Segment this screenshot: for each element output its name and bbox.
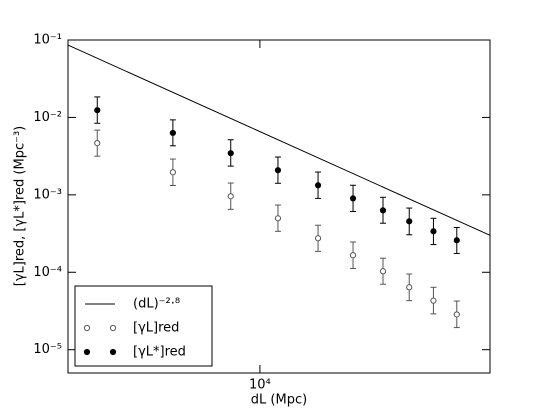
data-point bbox=[169, 129, 176, 137]
data-point bbox=[94, 107, 101, 114]
data-point bbox=[349, 195, 357, 202]
y-tick-label: 10⁻² bbox=[33, 110, 62, 125]
data-point bbox=[430, 228, 437, 235]
data-point bbox=[349, 252, 357, 259]
data-point bbox=[274, 167, 282, 174]
data-point bbox=[274, 215, 282, 222]
trend-line bbox=[67, 44, 491, 236]
plot-frame bbox=[67, 39, 491, 374]
x-tick-label: 10⁴ bbox=[249, 378, 271, 393]
legend-marker bbox=[109, 348, 117, 356]
data-point bbox=[227, 150, 234, 157]
y-tick-label: 10⁻⁴ bbox=[33, 265, 62, 280]
data-point bbox=[94, 139, 101, 147]
y-tick-label: 10⁻¹ bbox=[33, 33, 62, 48]
data-point bbox=[314, 235, 322, 242]
data-point bbox=[169, 169, 176, 176]
data-point bbox=[453, 311, 460, 318]
legend-label: [γL*]red bbox=[133, 345, 186, 360]
data-point bbox=[227, 193, 234, 200]
data-point bbox=[314, 182, 322, 189]
y-axis-label: [γL]red, [γL*]red (Mpc⁻³) bbox=[13, 126, 28, 287]
data-point bbox=[379, 268, 387, 275]
y-tick-label: 10⁻³ bbox=[33, 187, 62, 202]
legend-marker bbox=[83, 324, 91, 332]
legend-box bbox=[74, 285, 213, 367]
legend-label: (dL)⁻²·⁸ bbox=[133, 297, 180, 312]
data-point bbox=[379, 207, 387, 214]
data-point bbox=[453, 237, 460, 244]
legend-marker bbox=[83, 348, 91, 356]
x-axis-label: dL (Mpc) bbox=[251, 393, 307, 408]
y-tick-label: 10⁻⁵ bbox=[33, 342, 62, 357]
data-point bbox=[430, 297, 437, 304]
legend-marker bbox=[109, 324, 117, 332]
data-point bbox=[406, 218, 413, 225]
legend-label: [γL]red bbox=[133, 321, 179, 336]
data-point bbox=[406, 284, 413, 291]
